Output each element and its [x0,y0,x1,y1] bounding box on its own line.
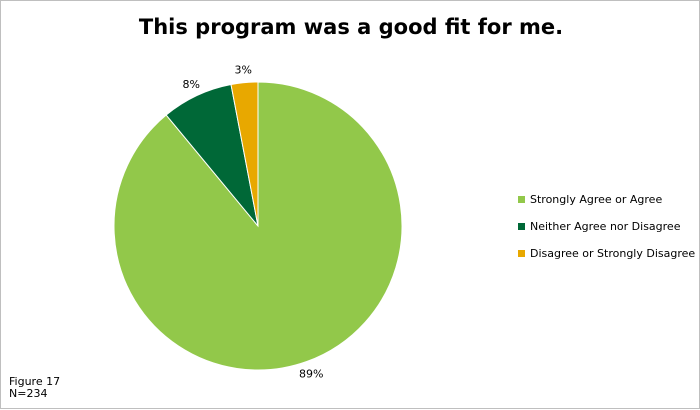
legend-label-strongly-agree: Strongly Agree or Agree [530,192,663,206]
figure-note: Figure 17 N=234 [9,376,60,400]
pie-slice-disagree [230,81,259,227]
legend-swatch-disagree [518,249,525,257]
legend-swatch-neither [518,222,525,230]
legend-swatch-strongly-agree [518,195,525,203]
figure-number: Figure 17 [9,375,61,388]
legend: Strongly Agree or Agree Neither Agree no… [518,192,695,273]
legend-item-disagree: Disagree or Strongly Disagree [518,246,695,260]
chart-title: This program was a good fit for me. [138,15,564,39]
data-label-neither: 8% [182,78,199,91]
legend-item-neither: Neither Agree nor Disagree [518,219,695,233]
data-label-disagree: 3% [234,64,251,77]
legend-label-disagree: Disagree or Strongly Disagree [530,246,696,260]
legend-item-strongly-agree: Strongly Agree or Agree [518,192,695,206]
data-label-strongly-agree: 89% [299,368,323,381]
sample-size: N=234 [9,387,48,400]
legend-label-neither: Neither Agree nor Disagree [530,219,681,233]
